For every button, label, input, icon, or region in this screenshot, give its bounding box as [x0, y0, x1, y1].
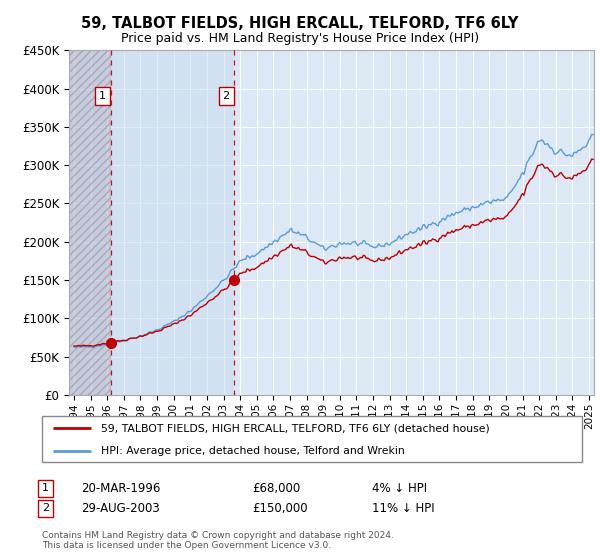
Text: 59, TALBOT FIELDS, HIGH ERCALL, TELFORD, TF6 6LY: 59, TALBOT FIELDS, HIGH ERCALL, TELFORD,… [82, 16, 518, 31]
59, TALBOT FIELDS, HIGH ERCALL, TELFORD, TF6 6LY (detached house) [407, 244, 414, 250]
Text: Price paid vs. HM Land Registry's House Price Index (HPI): Price paid vs. HM Land Registry's House … [121, 32, 479, 45]
FancyBboxPatch shape [42, 416, 582, 462]
Text: 1: 1 [42, 483, 49, 493]
HPI: Average price, detached house, Telford and Wrekin: (2.01e+03, 2.13e+05): Average price, detached house, Telford a… [407, 228, 414, 235]
HPI: Average price, detached house, Telford and Wrekin: (2.01e+03, 2.01e+05): Average price, detached house, Telford a… [360, 237, 367, 244]
59, TALBOT FIELDS, HIGH ERCALL, TELFORD, TF6 6LY (detached house) [583, 166, 590, 173]
59, TALBOT FIELDS, HIGH ERCALL, TELFORD, TF6 6LY (detached house) [588, 156, 595, 162]
Line: HPI: Average price, detached house, Telford and Wrekin: HPI: Average price, detached house, Telf… [74, 134, 593, 347]
59, TALBOT FIELDS, HIGH ERCALL, TELFORD, TF6 6LY (detached house) [590, 156, 597, 163]
HPI: Average price, detached house, Telford and Wrekin: (2.03e+03, 3.4e+05): Average price, detached house, Telford a… [588, 131, 595, 138]
HPI: Average price, detached house, Telford and Wrekin: (2.02e+03, 3.19e+05): Average price, detached house, Telford a… [550, 147, 557, 154]
Text: Contains HM Land Registry data © Crown copyright and database right 2024.
This d: Contains HM Land Registry data © Crown c… [42, 531, 394, 550]
Bar [111, 50, 235, 395]
Text: £150,000: £150,000 [252, 502, 308, 515]
Text: 4% ↓ HPI: 4% ↓ HPI [372, 482, 427, 495]
HPI: Average price, detached house, Telford and Wrekin: (2e+03, 6.2e+04): Average price, detached house, Telford a… [90, 344, 97, 351]
Line: 59, TALBOT FIELDS, HIGH ERCALL, TELFORD, TF6 6LY (detached house): 59, TALBOT FIELDS, HIGH ERCALL, TELFORD,… [74, 159, 593, 346]
59, TALBOT FIELDS, HIGH ERCALL, TELFORD, TF6 6LY (detached house) [550, 170, 557, 177]
HPI: Average price, detached house, Telford and Wrekin: (2.01e+03, 2.08e+05): Average price, detached house, Telford a… [278, 232, 285, 239]
HPI: Average price, detached house, Telford and Wrekin: (2e+03, 1.1e+05): Average price, detached house, Telford a… [188, 307, 195, 314]
HPI: Average price, detached house, Telford and Wrekin: (2.02e+03, 3.25e+05): Average price, detached house, Telford a… [583, 143, 590, 150]
Text: 1: 1 [99, 91, 106, 101]
HPI: Average price, detached house, Telford and Wrekin: (2.03e+03, 3.4e+05): Average price, detached house, Telford a… [590, 132, 597, 138]
Text: 2: 2 [42, 503, 49, 514]
59, TALBOT FIELDS, HIGH ERCALL, TELFORD, TF6 6LY (detached house) [360, 252, 367, 259]
59, TALBOT FIELDS, HIGH ERCALL, TELFORD, TF6 6LY (detached house) [278, 248, 285, 254]
HPI: Average price, detached house, Telford and Wrekin: (1.99e+03, 6.24e+04): Average price, detached house, Telford a… [70, 344, 77, 351]
59, TALBOT FIELDS, HIGH ERCALL, TELFORD, TF6 6LY (detached house) [70, 343, 77, 349]
Text: 11% ↓ HPI: 11% ↓ HPI [372, 502, 434, 515]
Text: 29-AUG-2003: 29-AUG-2003 [81, 502, 160, 515]
Text: 2: 2 [223, 91, 230, 101]
Text: HPI: Average price, detached house, Telford and Wrekin: HPI: Average price, detached house, Telf… [101, 446, 405, 456]
Text: 20-MAR-1996: 20-MAR-1996 [81, 482, 160, 495]
Text: 59, TALBOT FIELDS, HIGH ERCALL, TELFORD, TF6 6LY (detached house): 59, TALBOT FIELDS, HIGH ERCALL, TELFORD,… [101, 423, 490, 433]
Text: £68,000: £68,000 [252, 482, 300, 495]
Bar [65, 50, 111, 395]
59, TALBOT FIELDS, HIGH ERCALL, TELFORD, TF6 6LY (detached house) [90, 343, 97, 349]
59, TALBOT FIELDS, HIGH ERCALL, TELFORD, TF6 6LY (detached house) [188, 312, 195, 319]
